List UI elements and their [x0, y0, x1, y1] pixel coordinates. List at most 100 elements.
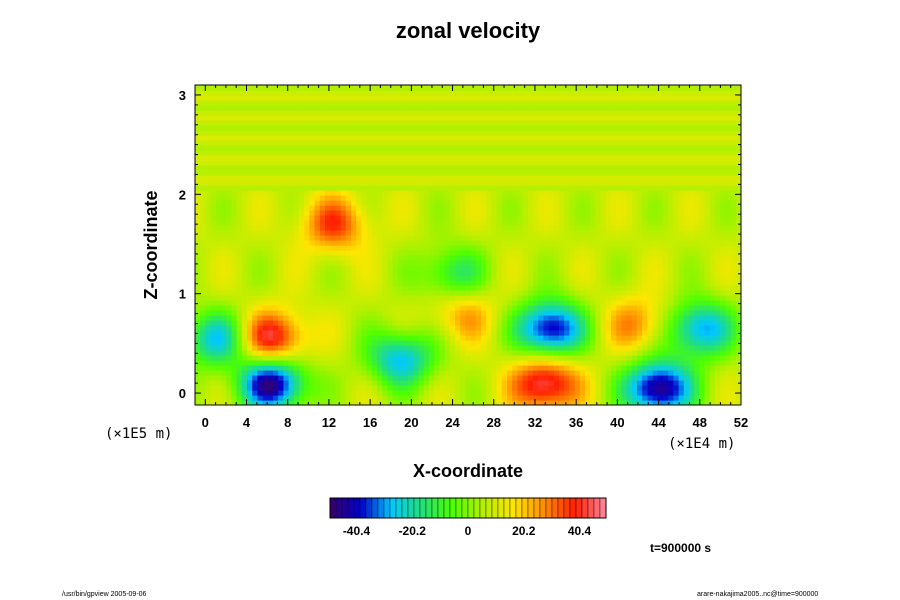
heat-cell — [387, 235, 394, 241]
heat-cell — [325, 275, 331, 281]
heat-cell — [366, 145, 373, 151]
heat-cell — [257, 190, 264, 196]
heat-cell — [460, 175, 466, 181]
heat-cell — [543, 240, 550, 246]
heat-cell — [304, 245, 310, 251]
heat-cell — [314, 205, 321, 211]
heat-cell — [491, 340, 498, 346]
heat-cell — [538, 240, 544, 246]
heat-cell — [304, 305, 310, 311]
heat-cell — [361, 245, 368, 251]
heat-cell — [200, 165, 206, 171]
heat-cell — [392, 230, 399, 236]
heat-cell — [564, 205, 570, 211]
heat-cell — [377, 155, 383, 161]
heat-cell — [314, 275, 321, 281]
heat-cell — [595, 300, 602, 306]
heat-cell — [335, 380, 342, 386]
heat-cell — [304, 335, 310, 341]
heat-cell — [283, 125, 290, 131]
heat-cell — [335, 140, 342, 146]
heat-cell — [236, 320, 243, 326]
heat-cell — [377, 190, 383, 196]
heat-cell — [278, 295, 284, 301]
heat-cell — [283, 185, 290, 191]
heat-cell — [507, 335, 513, 341]
heat-cell — [210, 140, 217, 146]
heat-cell — [455, 130, 461, 136]
heat-cell — [293, 235, 300, 241]
heat-cell — [195, 180, 201, 186]
heat-cell — [236, 300, 243, 306]
heat-cell — [325, 160, 331, 166]
heat-cell — [371, 245, 378, 251]
heat-cell — [585, 115, 591, 121]
heat-cell — [574, 105, 581, 111]
heat-cell — [371, 285, 378, 291]
heat-cell — [403, 185, 409, 191]
heat-cell — [507, 390, 513, 396]
heat-cell — [267, 280, 274, 286]
heat-cell — [278, 275, 284, 281]
heat-cell — [434, 230, 440, 236]
heat-cell — [293, 95, 300, 101]
heat-cell — [475, 210, 482, 216]
heat-cell — [418, 125, 425, 131]
heat-cell — [434, 330, 440, 336]
heat-cell — [548, 395, 555, 401]
heat-cell — [475, 235, 482, 241]
heat-cell — [455, 190, 461, 196]
heat-cell — [579, 135, 586, 141]
heat-cell — [444, 200, 451, 206]
heat-cell — [319, 265, 326, 271]
heat-cell — [533, 320, 539, 326]
heat-cell — [392, 185, 399, 191]
heat-cell — [325, 255, 331, 261]
heat-cell — [293, 170, 300, 176]
heat-cell — [205, 380, 212, 386]
heat-cell — [444, 110, 451, 116]
heat-cell — [470, 310, 477, 316]
heat-cell — [278, 305, 284, 311]
heat-cell — [413, 320, 420, 326]
heat-cell — [449, 240, 456, 246]
heat-cell — [257, 315, 264, 321]
heat-cell — [335, 195, 342, 201]
heat-cell — [423, 190, 430, 196]
heat-cell — [304, 300, 310, 306]
heat-cell — [335, 190, 342, 196]
heat-cell — [226, 200, 232, 206]
heat-cell — [293, 330, 300, 336]
heat-cell — [293, 270, 300, 276]
heat-cell — [392, 345, 399, 351]
heat-cell — [387, 195, 394, 201]
heat-cell — [340, 230, 347, 236]
heat-cell — [486, 230, 492, 236]
heat-cell — [356, 355, 362, 361]
heat-cell — [538, 115, 544, 121]
heat-cell — [553, 185, 560, 191]
heat-cell — [403, 145, 409, 151]
heat-cell — [403, 150, 409, 156]
heat-cell — [252, 170, 258, 176]
heat-cell — [585, 120, 591, 126]
heat-cell — [382, 290, 388, 296]
heat-cell — [559, 275, 565, 281]
heat-cell — [309, 155, 316, 161]
heat-cell — [200, 105, 206, 111]
heat-cell — [429, 315, 435, 321]
heat-cell — [361, 160, 368, 166]
heat-cell — [247, 245, 253, 251]
heat-cell — [496, 125, 503, 131]
heat-cell — [309, 225, 316, 231]
heat-cell — [325, 260, 331, 266]
heat-cell — [517, 280, 524, 286]
heat-cell — [319, 220, 326, 226]
heat-cell — [512, 220, 518, 226]
heat-cell — [356, 235, 362, 241]
heat-cell — [512, 125, 518, 131]
heat-cell — [579, 155, 586, 161]
heat-cell — [507, 310, 513, 316]
heat-cell — [392, 275, 399, 281]
heat-cell — [455, 255, 461, 261]
